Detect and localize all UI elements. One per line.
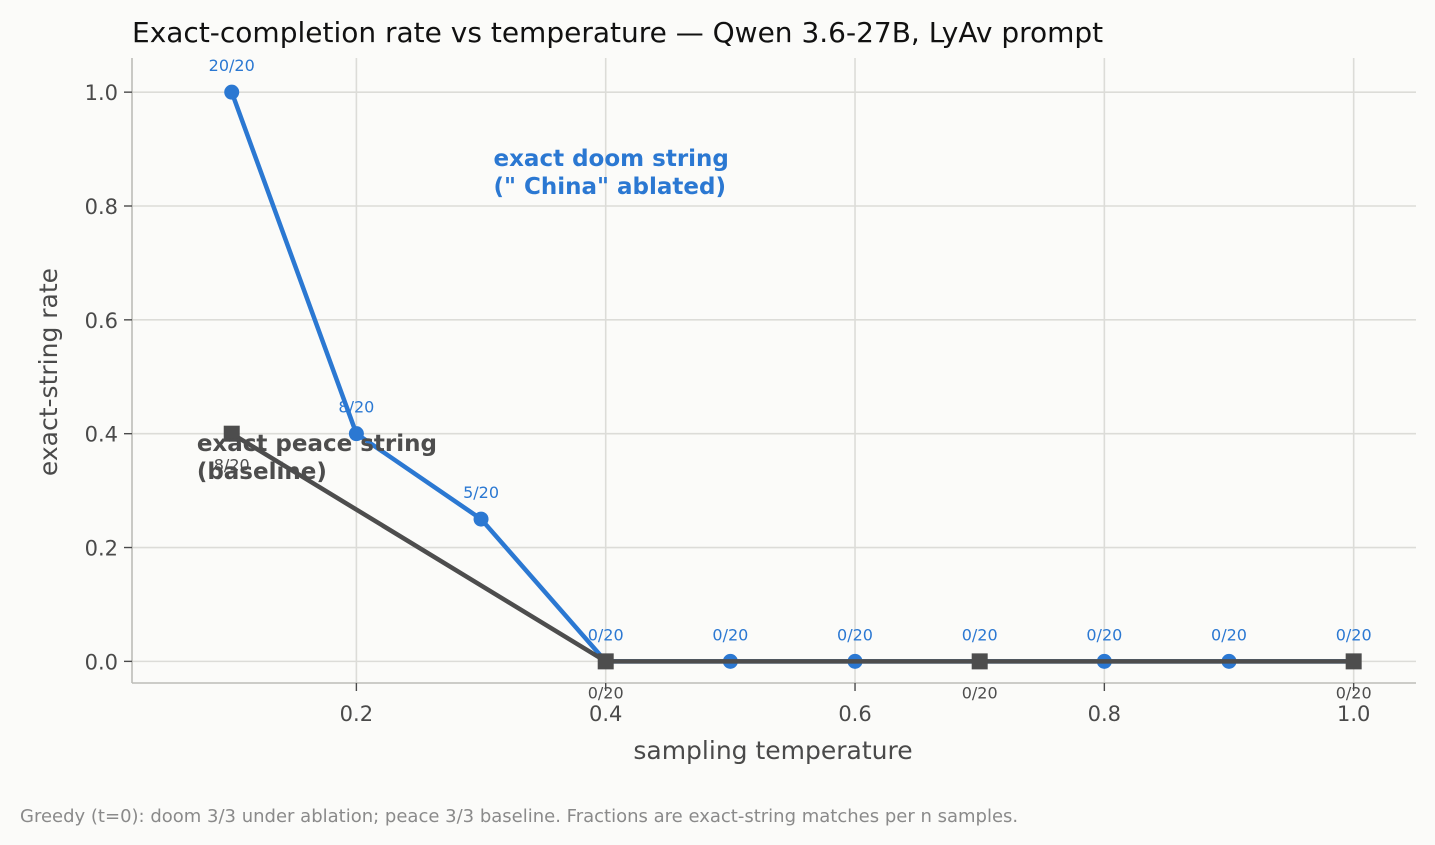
data-label: 0/20 bbox=[962, 683, 998, 702]
x-tick-label: 0.8 bbox=[1088, 702, 1121, 726]
data-label: 8/20 bbox=[338, 398, 374, 417]
axes bbox=[124, 58, 1416, 691]
y-tick-label: 0.8 bbox=[85, 195, 118, 219]
data-label: 0/20 bbox=[588, 683, 624, 702]
data-label: 0/20 bbox=[1336, 683, 1372, 702]
series-1-circle-marker bbox=[224, 84, 240, 100]
annotation-line: (baseline) bbox=[197, 459, 327, 485]
footnote: Greedy (t=0): doom 3/3 under ablation; p… bbox=[20, 806, 1018, 827]
annotation-line: exact peace string bbox=[197, 431, 437, 457]
y-tick-label: 0.0 bbox=[85, 650, 118, 674]
data-label: 0/20 bbox=[962, 625, 998, 644]
x-tick-label: 1.0 bbox=[1337, 702, 1370, 726]
data-labels: 20/20 8/20 5/20 0/20 0/20 0/20 0/20 0/20 0/20 0/2… bbox=[209, 56, 1372, 702]
data-label: 8/20 bbox=[214, 456, 250, 475]
tick-labels: 0.0 0.2 0.4 0.6 0.8 1.0 0.2 0.4 0.6 0.8 1.0 bbox=[85, 81, 1371, 726]
series-1-circle-marker bbox=[473, 511, 489, 527]
data-series bbox=[223, 84, 1362, 670]
y-axis-label: exact-string rate bbox=[34, 268, 63, 476]
annotation-line: (" China" ablated) bbox=[494, 174, 726, 200]
chart-title: Exact-completion rate vs temperature — Q… bbox=[132, 16, 1103, 49]
series-1-circle-marker bbox=[348, 426, 364, 442]
y-tick-label: 0.4 bbox=[85, 423, 118, 447]
annotations: exact doom string (" China" ablated)exact… bbox=[197, 146, 729, 485]
series-1-line bbox=[229, 89, 1356, 664]
data-label: 5/20 bbox=[463, 483, 499, 502]
series-annotation: exact peace string (baseline) bbox=[197, 431, 437, 485]
series-2-square-marker bbox=[971, 653, 988, 670]
data-label: 0/20 bbox=[712, 625, 748, 644]
series-2-square-marker bbox=[597, 653, 614, 670]
data-label: 0/20 bbox=[1086, 625, 1122, 644]
series-annotation: exact doom string (" China" ablated) bbox=[494, 146, 729, 200]
annotation-line: exact doom string bbox=[494, 146, 729, 172]
grid-lines bbox=[132, 58, 1416, 683]
y-tick-label: 1.0 bbox=[85, 81, 118, 105]
data-label: 20/20 bbox=[209, 56, 255, 75]
x-tick-label: 0.2 bbox=[340, 702, 373, 726]
y-tick-label: 0.2 bbox=[85, 537, 118, 561]
y-tick-label: 0.6 bbox=[85, 309, 118, 333]
x-axis-label: sampling temperature bbox=[633, 736, 912, 765]
x-tick-label: 0.6 bbox=[838, 702, 871, 726]
data-label: 0/20 bbox=[588, 625, 624, 644]
data-label: 0/20 bbox=[837, 625, 873, 644]
series-2-square-marker bbox=[1345, 653, 1362, 670]
x-tick-label: 0.4 bbox=[589, 702, 622, 726]
data-label: 0/20 bbox=[1336, 625, 1372, 644]
series-2-square-marker bbox=[223, 425, 240, 442]
series-2-line bbox=[229, 431, 1356, 664]
data-label: 0/20 bbox=[1211, 625, 1247, 644]
